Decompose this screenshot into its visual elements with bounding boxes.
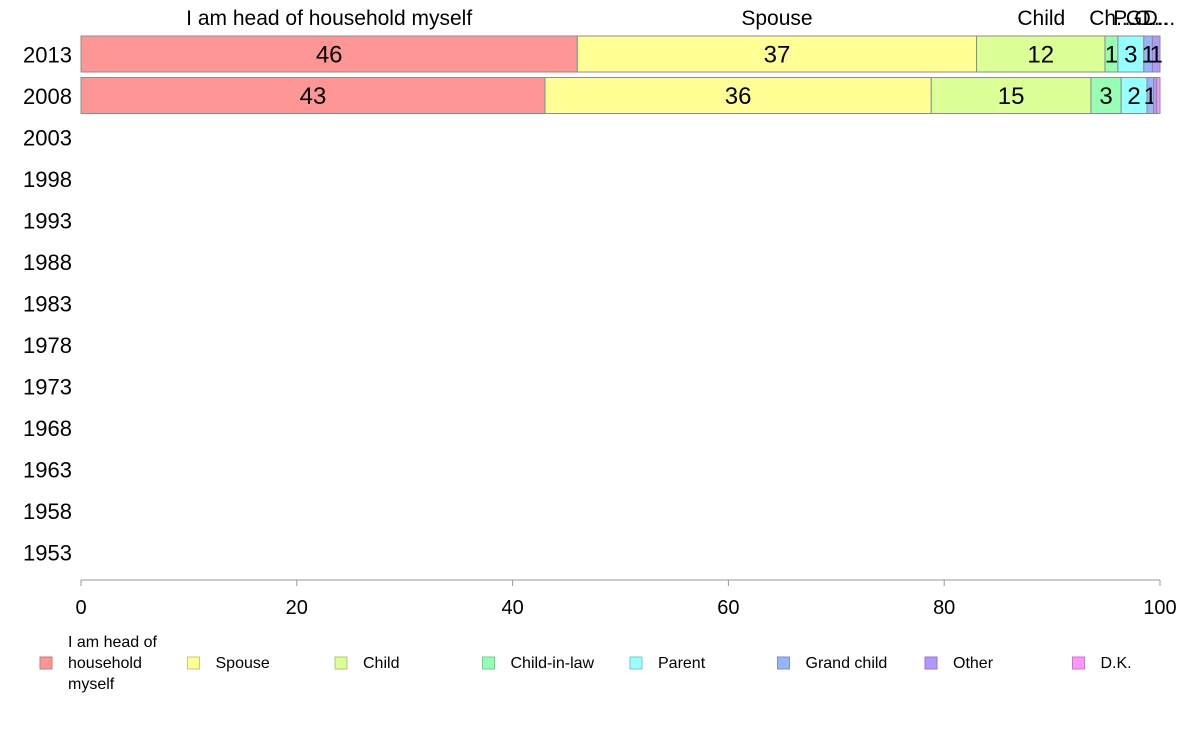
bar-label-2013-series-5: 1 [1141,42,1154,69]
bar-2013-series-1 [576,35,978,73]
legend: I am head of household myself Spouse Child Ch… [39,634,1132,693]
legend-label-5: Grand child [806,655,888,672]
bar-label-2013-series-6: 1 [1150,42,1163,69]
legend-swatch-6 [924,656,938,670]
top-label-2: Child [1017,7,1065,30]
legend-label-7: D.K. [1101,655,1132,672]
top-category-labels: I am head of household myself Spouse Child… [186,7,1175,30]
y-tick-label-1958: 1958 [23,499,72,524]
x-tick-label-20: 20 [286,597,308,619]
bar-2008-series-2 [930,77,1092,114]
y-tick-label-1978: 1978 [23,333,72,358]
y-tick-label-1953: 1953 [23,541,72,566]
x-tick-label-100: 100 [1143,597,1176,619]
legend-label-1: Spouse [216,655,270,672]
legend-swatch-3 [482,656,495,670]
bar-2008-series-0 [80,77,546,114]
y-tick-label-2008: 2008 [23,84,72,109]
bar-2013-series-2 [976,35,1106,73]
top-label-7: D... [1143,7,1176,30]
bar-2013-series-6 [1151,35,1161,73]
x-tick-label-60: 60 [717,597,739,619]
top-label-1: Spouse [741,7,812,30]
y-tick-label-1988: 1988 [23,250,72,275]
y-tick-label-2013: 2013 [23,43,72,68]
bar-label-2008-series-2: 15 [998,83,1025,110]
bar-label-2008-series-1: 36 [725,83,752,110]
legend-swatch-5 [777,656,790,670]
top-label-6: O... [1134,7,1168,30]
bar-2008-series-4 [1120,77,1148,114]
bar-label-2008-series-3: 3 [1099,83,1112,110]
legend-swatch-7 [1072,656,1085,670]
y-tick-label-1963: 1963 [23,458,72,483]
top-label-0: I am head of household myself [186,7,472,30]
x-tick-label-80: 80 [933,597,955,619]
y-tick-label-1993: 1993 [23,209,72,234]
y-tick-label-1998: 1998 [23,167,72,192]
top-label-5: G... [1126,7,1160,30]
legend-swatch-1 [187,656,200,670]
top-label-4: P... [1113,7,1142,30]
legend-label-6: Other [953,655,994,672]
bar-2008-series-3 [1090,77,1122,114]
bar-label-2013-series-0: 46 [316,42,343,69]
legend-label-0: I am head of household myself [68,634,158,693]
legend-label-4: Parent [658,655,706,672]
legend-swatch-2 [334,656,348,670]
y-tick-label-2003: 2003 [23,126,72,151]
legend-label-2: Child [363,655,399,672]
bar-2008-series-1 [544,77,932,114]
y-tick-label-1968: 1968 [23,416,72,441]
y-tick-label-1973: 1973 [23,375,72,400]
legend-swatch-4 [629,656,643,670]
x-tick-label-0: 0 [75,597,86,619]
x-tick-label-40: 40 [501,597,523,619]
y-axis: 2013 2008 2003 1998 1993 1988 1983 1978 1973 1968… [23,43,72,566]
bar-label-2008-series-4: 2 [1127,83,1140,110]
x-axis: 0 20 40 60 80 100 [75,579,1177,619]
bar-label-2013-series-2: 12 [1027,42,1054,69]
y-tick-label-1983: 1983 [23,292,72,317]
bar-label-2013-series-3: 1 [1105,42,1118,69]
bar-label-2013-series-4: 3 [1124,42,1137,69]
legend-swatch-0 [39,656,53,670]
bar-label-2008-series-0: 43 [300,83,327,110]
top-label-3: Ch... [1089,7,1133,30]
bar-label-2013-series-1: 37 [764,42,791,69]
bar-2008-series-7 [1156,77,1161,114]
legend-label-3: Child-in-law [511,655,595,672]
